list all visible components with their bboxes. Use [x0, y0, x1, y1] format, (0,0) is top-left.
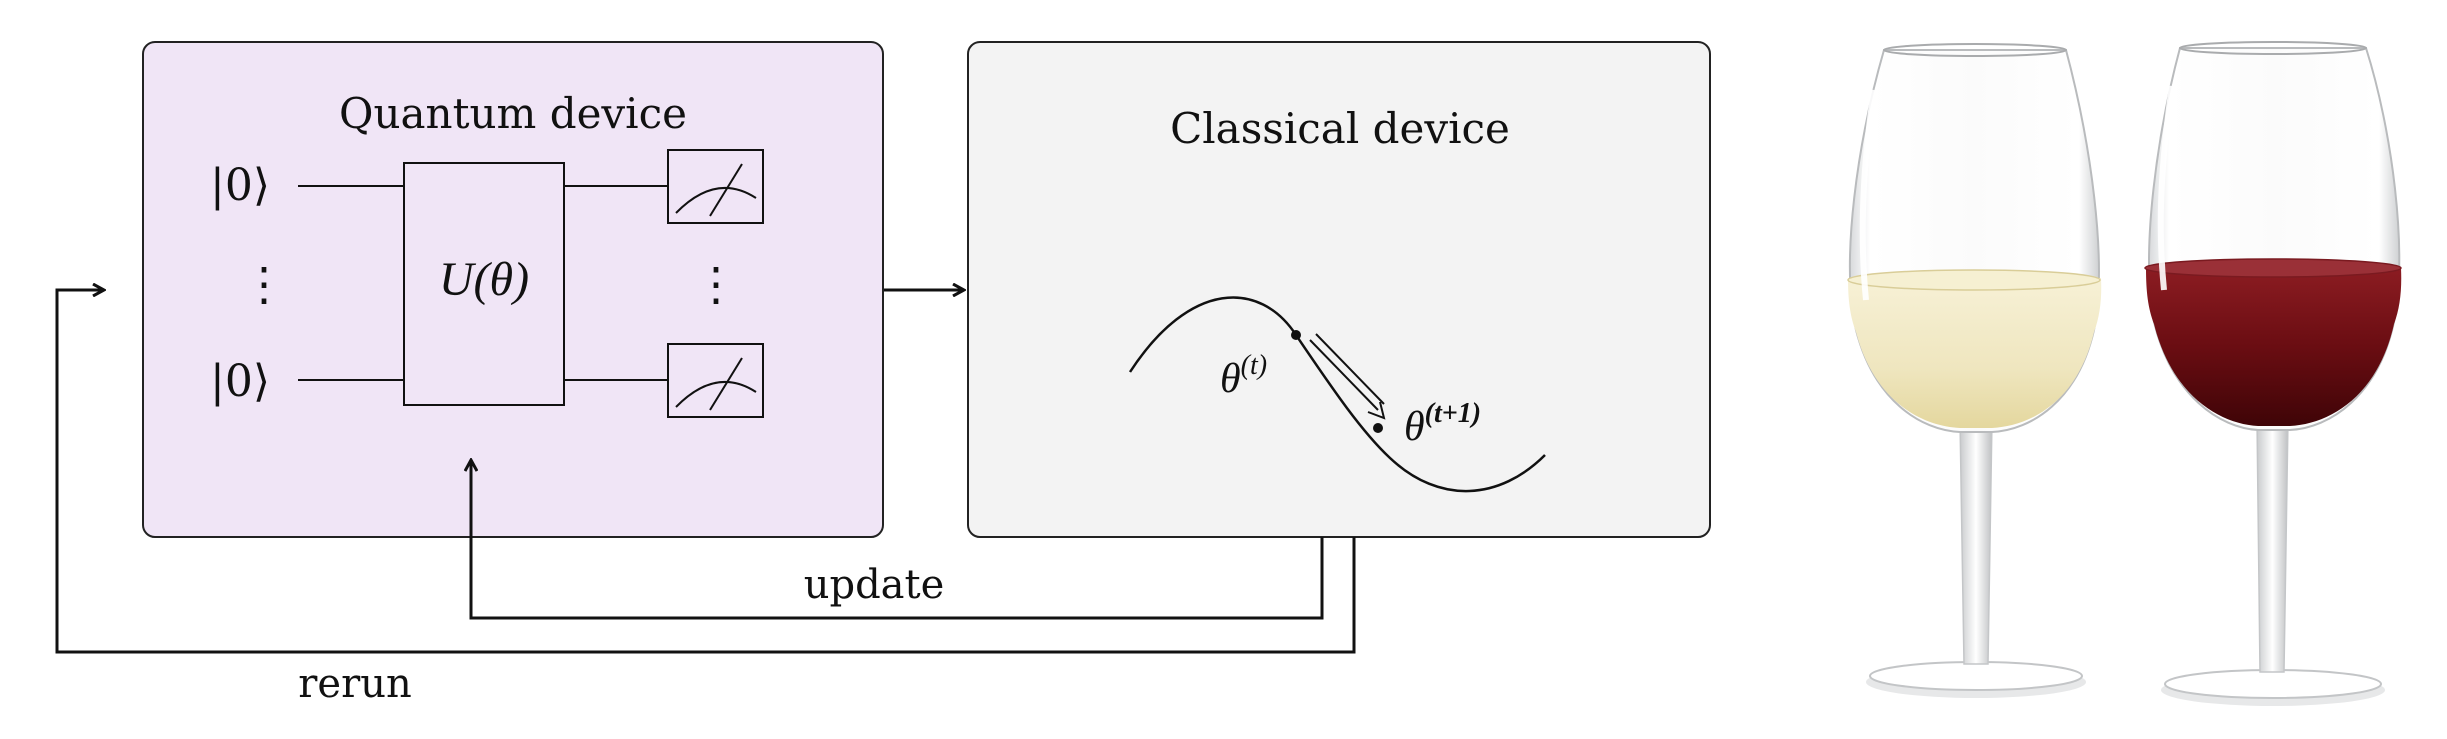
white-wine-glass	[1847, 43, 2102, 698]
cost-curve	[1128, 296, 1546, 493]
quantum-device: Quantum device |0⟩ |0⟩ ⋮ U(θ) ⋮	[142, 41, 884, 538]
update-label: update	[804, 562, 945, 608]
white-wine-liquid	[1848, 278, 2102, 428]
rerun-label: rerun	[298, 661, 411, 707]
theta-t-point	[1291, 330, 1301, 340]
measurement-meter-bottom-icon	[667, 343, 764, 418]
output-vdots: ⋮	[693, 257, 739, 311]
rerun-loop: rerun	[55, 290, 1356, 707]
input-ket-bottom: |0⟩	[210, 356, 270, 407]
unitary-gate-label: U(θ)	[439, 253, 529, 306]
theta-t1-label: θ(t+1)	[1404, 398, 1481, 450]
red-wine-liquid	[2146, 268, 2402, 426]
theta-t1-point	[1373, 423, 1383, 433]
gradient-step-arrow	[1309, 333, 1386, 420]
classical-device: Classical device θ(t) θ(t+1)	[967, 41, 1711, 538]
measurement-meter-top-icon	[667, 149, 764, 224]
unitary-gate-box	[403, 162, 565, 406]
classical-device-title: Classical device	[1170, 104, 1510, 153]
update-loop: update	[471, 460, 1324, 620]
theta-t-label: θ(t)	[1220, 350, 1267, 402]
input-vdots: ⋮	[241, 257, 287, 311]
wine-glasses-photo	[1847, 41, 2402, 706]
input-ket-top: |0⟩	[210, 160, 270, 211]
red-wine-glass	[2144, 41, 2402, 706]
quantum-device-box	[142, 41, 884, 538]
quantum-device-title: Quantum device	[339, 89, 687, 138]
classical-device-box	[967, 41, 1711, 538]
